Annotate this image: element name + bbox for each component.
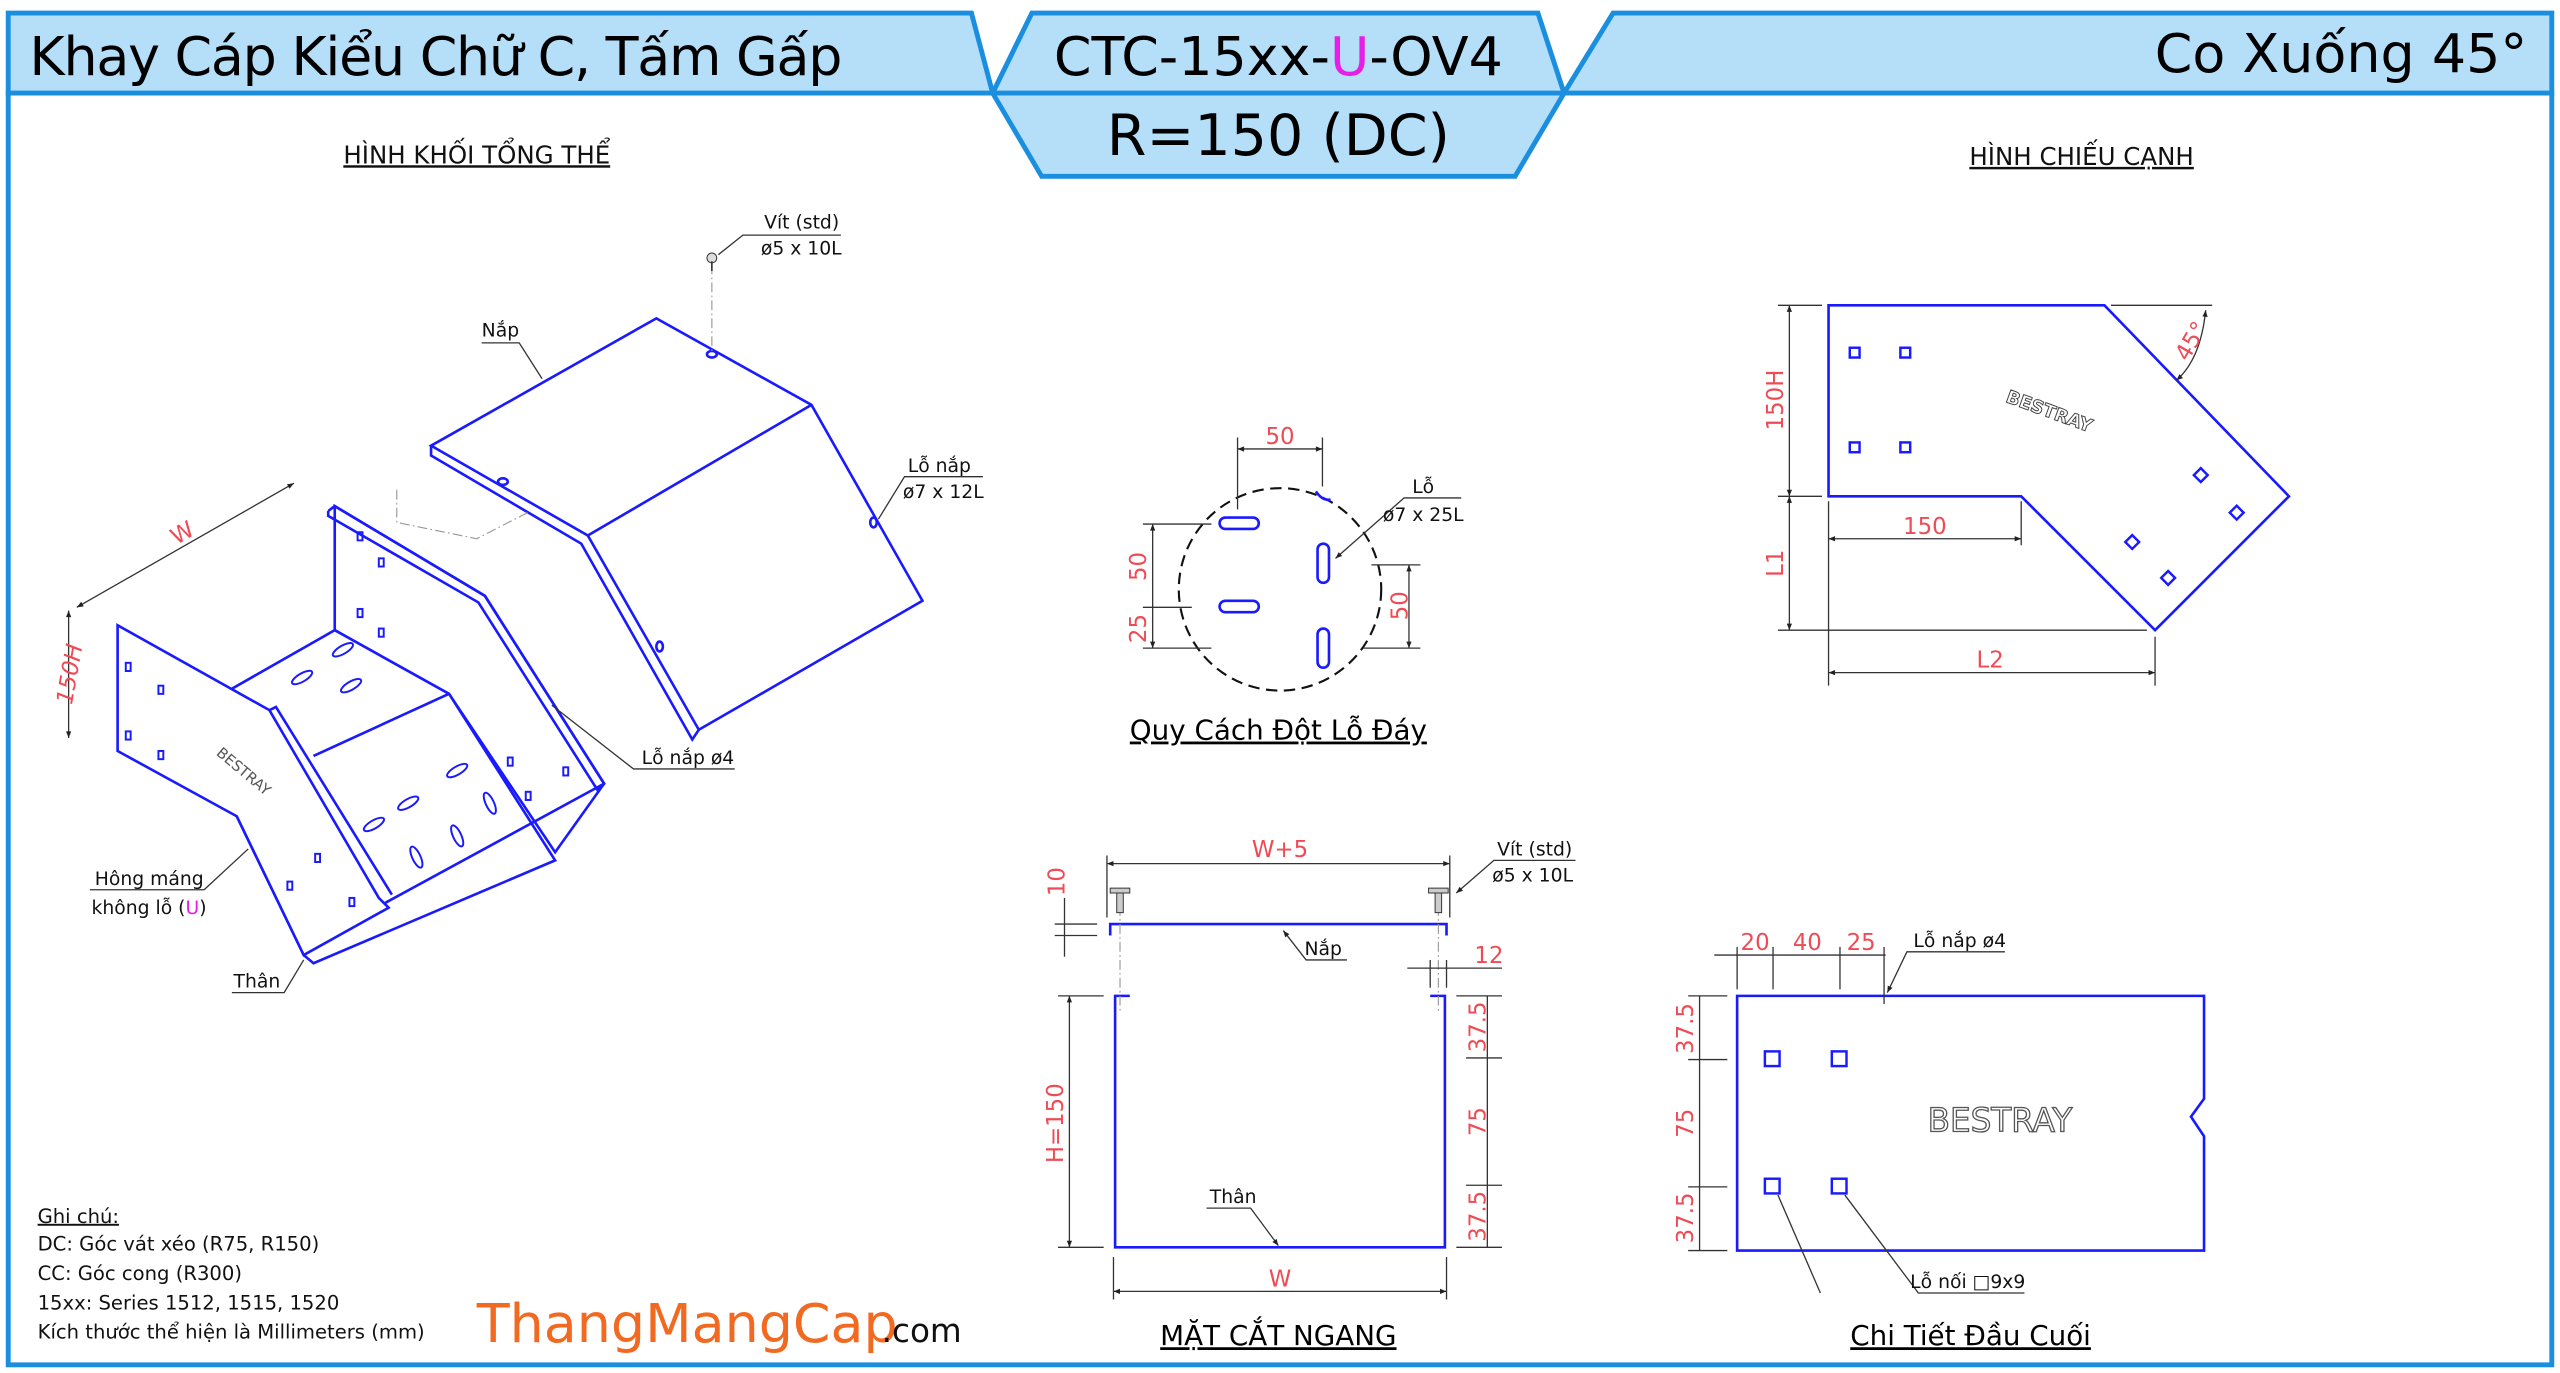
title-block: Khay Cáp Kiểu Chữ C, Tấm Gấp CTC-15xx-U-… <box>5 10 2555 179</box>
side-dim-h: 150H <box>1763 370 1789 431</box>
iso-cover-label: Nắp <box>482 318 519 341</box>
iso-body-label: Thân <box>233 972 281 993</box>
note-line: CC: Góc cong (R300) <box>38 1262 242 1285</box>
hole-spec-view: 50 50 25 50 Lỗ ø7 x 25L Quy Cách Đột Lỗ … <box>1126 424 1464 746</box>
end-detail-view: BESTRAY 20 40 25 Lỗ nắp ø4 37.5 75 37.5 … <box>1673 929 2206 1352</box>
end-dim-a: 37.5 <box>1673 1003 1699 1054</box>
end-detail-title: Chi Tiết Đầu Cuối <box>1850 1319 2091 1352</box>
section-cover-label: Nắp <box>1304 937 1341 960</box>
iso-cover-hole-size: ø7 x 12L <box>903 482 984 503</box>
section-screw-size: ø5 x 10L <box>1492 866 1573 887</box>
svg-text:ThangMangCap: ThangMangCap <box>476 1292 898 1355</box>
iso-side-label-2: không lỗ (U) <box>91 897 206 919</box>
end-dim-40: 40 <box>1793 930 1822 956</box>
end-dim-c: 37.5 <box>1673 1192 1699 1243</box>
end-brand-logo: BESTRAY <box>1928 1101 2073 1139</box>
end-dim-b: 75 <box>1673 1109 1699 1138</box>
end-dim-20: 20 <box>1741 930 1770 956</box>
iso-side-label: Hông máng <box>95 869 204 890</box>
hole-label: Lỗ <box>1412 476 1434 498</box>
right-title-panel <box>1559 10 2555 96</box>
svg-text:.com: .com <box>882 1312 962 1350</box>
hole-spec-title: Quy Cách Đột Lỗ Đáy <box>1130 714 1427 747</box>
hole-size: ø7 x 25L <box>1383 505 1464 526</box>
notes-heading: Ghi chú: <box>38 1205 119 1228</box>
note-line: 15xx: Series 1512, 1515, 1520 <box>38 1291 340 1314</box>
note-line: Kích thước thể hiện là Millimeters (mm) <box>38 1321 425 1344</box>
hole-dim-left-50: 50 <box>1126 552 1152 581</box>
side-angle: 45° <box>2170 317 2213 365</box>
iso-view: HÌNH KHỐI TỔNG THỂ <box>52 136 984 994</box>
left-title: Khay Cáp Kiểu Chữ C, Tấm Gấp <box>29 25 842 88</box>
iso-screw-size: ø5 x 10L <box>761 239 842 260</box>
end-join-hole: Lỗ nối □9x9 <box>1910 1271 2025 1293</box>
iso-cover-hole-label: Lỗ nắp <box>908 454 971 477</box>
product-code: CTC-15xx-U-OV4 <box>1054 25 1503 88</box>
radius-label: R=150 (DC) <box>1107 103 1450 169</box>
iso-dim-h: 150H <box>52 642 88 706</box>
note-line: DC: Góc vát xéo (R75, R150) <box>38 1233 320 1256</box>
screw-icon <box>706 252 718 272</box>
section-dim-10: 10 <box>1044 867 1070 896</box>
section-view: W+5 10 12 H=150 37.5 75 37.5 W Nắp Thân … <box>1043 837 1576 1352</box>
iso-screw-label: Vít (std) <box>764 213 839 234</box>
site-logo: ThangMangCap .com <box>476 1292 962 1355</box>
side-dim-l2: L2 <box>1977 648 2004 674</box>
section-dim-a: 37.5 <box>1466 1001 1492 1052</box>
end-cover-hole: Lỗ nắp ø4 <box>1913 929 2006 952</box>
hole-dim-top: 50 <box>1265 424 1294 450</box>
side-view: HÌNH CHIẾU CẠNH BESTRAY 150H L1 150 L2 4… <box>1763 139 2291 686</box>
end-dim-25: 25 <box>1847 930 1876 956</box>
side-dim-150: 150 <box>1903 514 1947 540</box>
section-dim-c: 37.5 <box>1466 1191 1492 1242</box>
screw-icon <box>1428 887 1449 914</box>
section-dim-b: 75 <box>1466 1107 1492 1136</box>
section-body-label: Thân <box>1209 1187 1257 1208</box>
side-dim-l1: L1 <box>1763 550 1789 577</box>
right-title: Co Xuống 45° <box>2155 22 2528 85</box>
section-dim-12: 12 <box>1474 943 1503 969</box>
cover-part <box>428 316 925 743</box>
section-dim-h: H=150 <box>1043 1083 1069 1163</box>
section-title: MẶT CẮT NGANG <box>1160 1315 1396 1352</box>
notes-block: Ghi chú: DC: Góc vát xéo (R75, R150) CC:… <box>38 1205 425 1344</box>
iso-small-hole-label: Lỗ nắp ø4 <box>642 746 735 769</box>
hole-dim-left-25: 25 <box>1126 614 1152 643</box>
hole-dim-right: 50 <box>1387 591 1413 620</box>
side-brand-logo: BESTRAY <box>2003 387 2096 438</box>
screw-icon <box>1109 887 1131 914</box>
section-dim-w: W <box>1269 1266 1292 1292</box>
body-part: BESTRAY <box>116 503 606 965</box>
section-screw-label: Vít (std) <box>1497 839 1572 860</box>
side-view-title: HÌNH CHIẾU CẠNH <box>1969 139 2193 171</box>
iso-view-title: HÌNH KHỐI TỔNG THỂ <box>343 136 610 169</box>
iso-dim-w: W <box>166 517 199 551</box>
section-dim-top: W+5 <box>1252 837 1308 863</box>
